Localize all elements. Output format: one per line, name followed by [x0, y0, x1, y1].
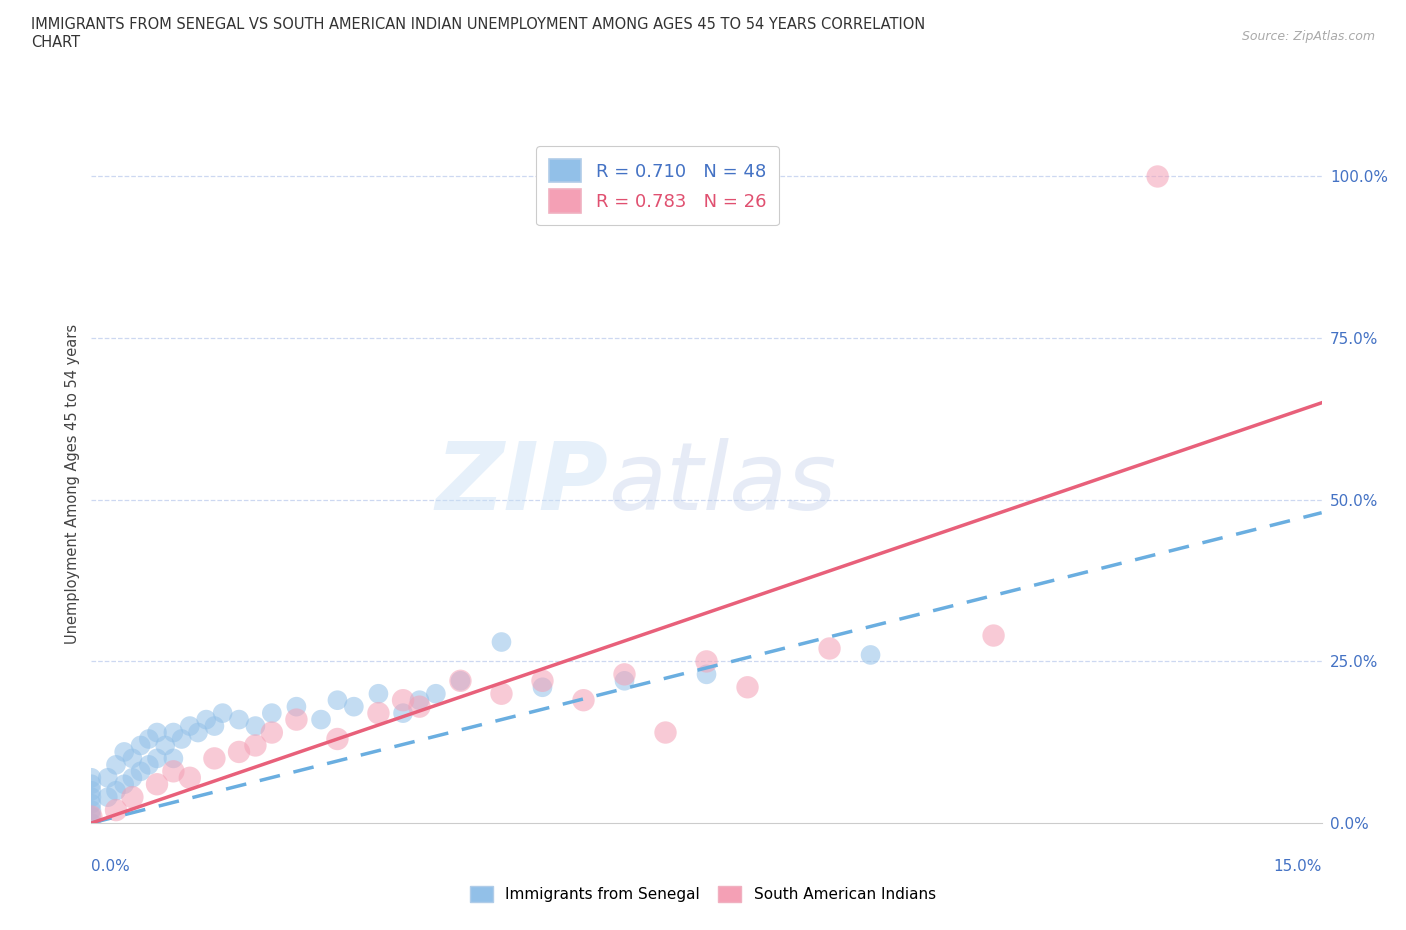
- Text: Source: ZipAtlas.com: Source: ZipAtlas.com: [1241, 30, 1375, 43]
- Point: [80, 809, 103, 824]
- Point: [531, 680, 554, 695]
- Point: [80, 816, 103, 830]
- Point: [138, 757, 160, 772]
- Point: [260, 725, 283, 740]
- Point: [408, 693, 430, 708]
- Point: [80, 803, 103, 817]
- Point: [170, 732, 193, 747]
- Point: [695, 667, 717, 682]
- Text: atlas: atlas: [607, 438, 837, 529]
- Point: [80, 796, 103, 811]
- Point: [491, 686, 513, 701]
- Point: [195, 712, 218, 727]
- Point: [162, 725, 184, 740]
- Point: [260, 706, 283, 721]
- Point: [245, 738, 267, 753]
- Point: [121, 790, 143, 804]
- Point: [228, 712, 250, 727]
- Point: [285, 699, 308, 714]
- Point: [695, 654, 717, 669]
- Point: [343, 699, 366, 714]
- Point: [80, 777, 103, 791]
- Point: [162, 751, 184, 765]
- Point: [408, 699, 430, 714]
- Point: [309, 712, 332, 727]
- Point: [326, 693, 349, 708]
- Point: [146, 751, 169, 765]
- Point: [121, 770, 143, 785]
- Point: [326, 732, 349, 747]
- Text: 15.0%: 15.0%: [1274, 859, 1322, 874]
- Point: [228, 745, 250, 760]
- Point: [105, 803, 127, 817]
- Point: [179, 719, 201, 734]
- Point: [818, 641, 841, 656]
- Point: [572, 693, 595, 708]
- Point: [491, 634, 513, 649]
- Point: [202, 719, 225, 734]
- Text: IMMIGRANTS FROM SENEGAL VS SOUTH AMERICAN INDIAN UNEMPLOYMENT AMONG AGES 45 TO 5: IMMIGRANTS FROM SENEGAL VS SOUTH AMERICA…: [31, 17, 925, 32]
- Text: CHART: CHART: [31, 35, 80, 50]
- Point: [187, 725, 209, 740]
- Point: [1146, 169, 1168, 184]
- Point: [654, 725, 676, 740]
- Point: [97, 790, 120, 804]
- Point: [80, 770, 103, 785]
- Point: [859, 647, 882, 662]
- Point: [613, 673, 636, 688]
- Point: [367, 686, 389, 701]
- Point: [105, 783, 127, 798]
- Point: [179, 770, 201, 785]
- Legend: R = 0.710   N = 48, R = 0.783   N = 26: R = 0.710 N = 48, R = 0.783 N = 26: [536, 146, 779, 225]
- Point: [80, 790, 103, 804]
- Point: [105, 757, 127, 772]
- Point: [202, 751, 225, 765]
- Point: [245, 719, 267, 734]
- Point: [367, 706, 389, 721]
- Point: [97, 770, 120, 785]
- Point: [211, 706, 233, 721]
- Point: [138, 732, 160, 747]
- Text: 0.0%: 0.0%: [91, 859, 131, 874]
- Legend: Immigrants from Senegal, South American Indians: Immigrants from Senegal, South American …: [464, 880, 942, 909]
- Point: [449, 673, 471, 688]
- Point: [112, 745, 135, 760]
- Point: [129, 764, 152, 778]
- Point: [153, 738, 177, 753]
- Point: [146, 725, 169, 740]
- Point: [737, 680, 759, 695]
- Point: [983, 628, 1005, 643]
- Text: ZIP: ZIP: [436, 438, 607, 529]
- Point: [613, 667, 636, 682]
- Point: [112, 777, 135, 791]
- Point: [392, 706, 415, 721]
- Point: [285, 712, 308, 727]
- Point: [425, 686, 447, 701]
- Point: [80, 809, 103, 824]
- Y-axis label: Unemployment Among Ages 45 to 54 years: Unemployment Among Ages 45 to 54 years: [65, 324, 80, 644]
- Point: [146, 777, 169, 791]
- Point: [121, 751, 143, 765]
- Point: [531, 673, 554, 688]
- Point: [129, 738, 152, 753]
- Point: [80, 783, 103, 798]
- Point: [392, 693, 415, 708]
- Point: [449, 673, 471, 688]
- Point: [162, 764, 184, 778]
